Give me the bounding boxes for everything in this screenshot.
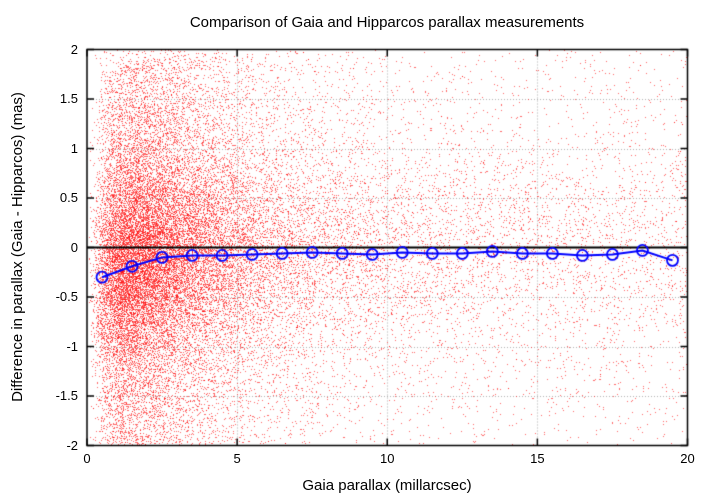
x-tick-label: 15 — [530, 451, 545, 466]
y-tick-label: 2 — [70, 41, 78, 57]
x-tick-label: 0 — [83, 451, 91, 466]
y-tick-label: 0.5 — [59, 190, 78, 205]
x-tick-label: 20 — [680, 451, 695, 466]
y-tick-label: -2 — [66, 437, 78, 453]
chart-title: Comparison of Gaia and Hipparcos paralla… — [189, 14, 585, 31]
y-tick-label: 1 — [70, 140, 78, 156]
y-tick-label: -1.5 — [55, 388, 78, 403]
x-tick-label: 10 — [380, 451, 395, 466]
y-tick-label: -1 — [66, 338, 78, 354]
x-axis-label: Gaia parallax (millarcsec) — [302, 477, 472, 494]
x-tick-label: 5 — [233, 451, 241, 466]
y-tick-label: 0 — [70, 239, 78, 255]
y-tick-label: 1.5 — [59, 91, 78, 106]
y-tick-label: -0.5 — [55, 289, 78, 304]
